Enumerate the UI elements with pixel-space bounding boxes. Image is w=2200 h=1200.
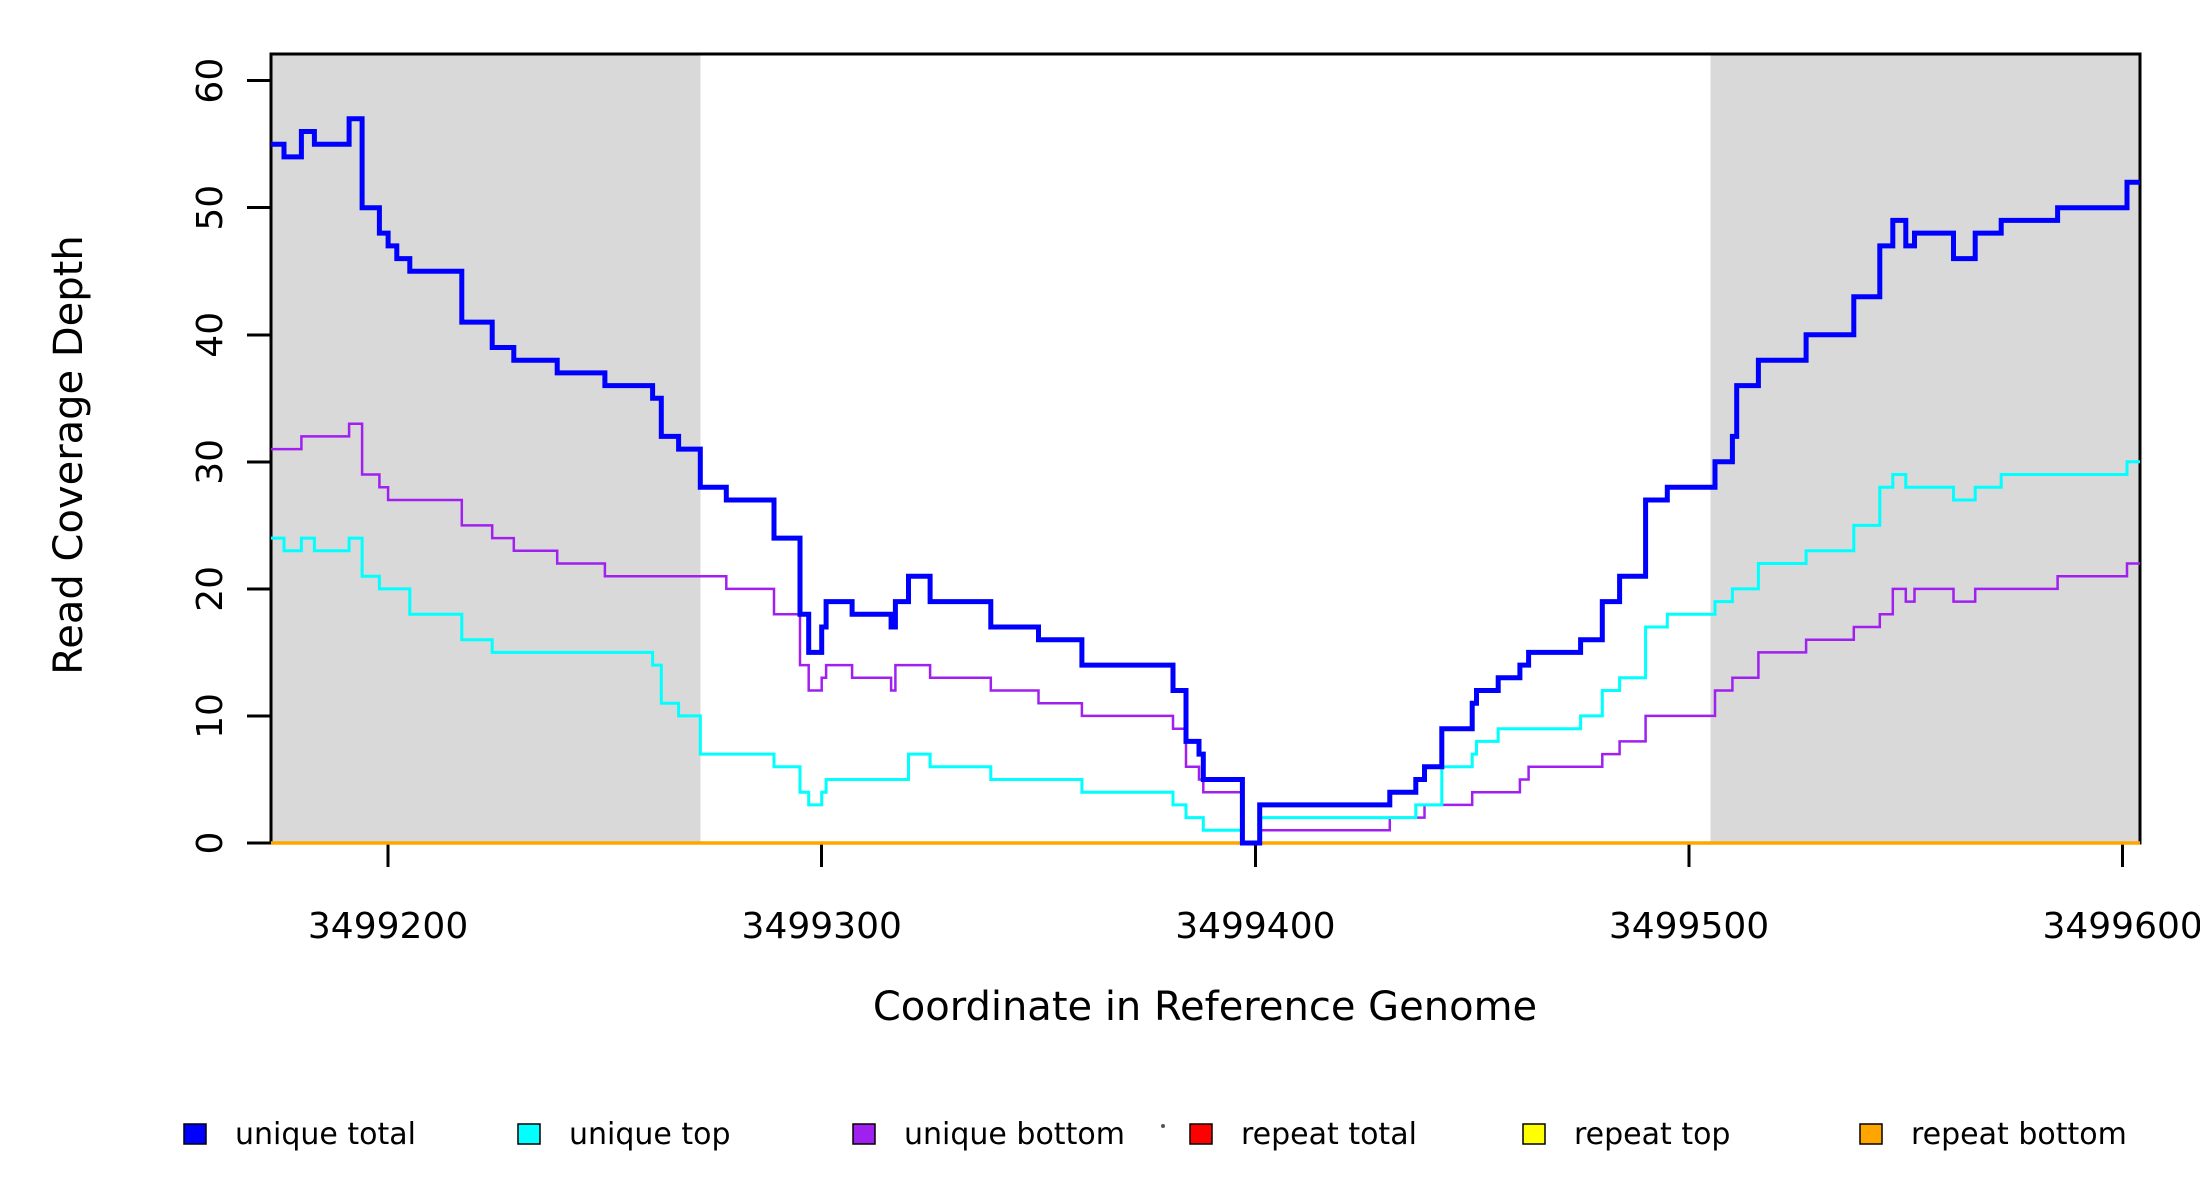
series-unique-bottom: [271, 422, 2140, 845]
series-unique-top: [271, 460, 2140, 845]
legend-swatch-repeat-top: [1522, 1123, 1546, 1145]
legend-entry: repeat top: [1522, 1117, 1730, 1152]
legend-label: repeat total: [1241, 1117, 1417, 1152]
y-axis-title: Read Coverage Depth: [46, 235, 92, 674]
legend-label: unique total: [235, 1117, 416, 1152]
legend-label: unique top: [569, 1117, 731, 1152]
x-axis-tick-label: 3499200: [308, 906, 468, 947]
legend-entry: unique top: [517, 1117, 731, 1152]
legend-swatch-repeat-bottom: [1859, 1123, 1883, 1145]
legend-entry: repeat bottom: [1859, 1117, 2127, 1152]
x-axis-tick-label: 3499400: [1175, 906, 1335, 947]
shaded-repeat-region: [1710, 54, 2140, 843]
legend-swatch-unique-bottom: [852, 1123, 876, 1145]
legend-entry: repeat total: [1189, 1117, 1417, 1152]
legend-entry: unique total: [183, 1117, 416, 1152]
y-axis-tick-label: 60: [190, 58, 231, 104]
y-axis-tick-label: 20: [190, 566, 231, 612]
legend-swatch-repeat-total: [1189, 1123, 1213, 1145]
x-axis-tick-label: 3499600: [2042, 906, 2200, 947]
legend-label: repeat bottom: [1911, 1117, 2127, 1152]
x-axis-tick-label: 3499300: [742, 906, 902, 947]
y-axis-tick-label: 40: [190, 312, 231, 358]
y-axis-tick-label: 50: [190, 185, 231, 231]
x-axis-tick-label: 3499500: [1609, 906, 1769, 947]
y-axis-tick-label: 0: [190, 832, 231, 855]
legend-swatch-unique-top: [517, 1123, 541, 1145]
x-axis-title: Coordinate in Reference Genome: [873, 984, 1537, 1030]
series-unique-total: [271, 116, 2140, 846]
legend-swatch-unique-total: [183, 1123, 207, 1145]
legend-entry: unique bottom: [852, 1117, 1125, 1152]
legend-label: repeat top: [1574, 1117, 1730, 1152]
y-axis-tick-label: 10: [190, 693, 231, 739]
legend-label: unique bottom: [904, 1117, 1125, 1152]
shaded-repeat-region: [271, 54, 701, 843]
y-axis-tick-label: 30: [190, 439, 231, 485]
stray-dot-artifact: [1161, 1124, 1165, 1128]
